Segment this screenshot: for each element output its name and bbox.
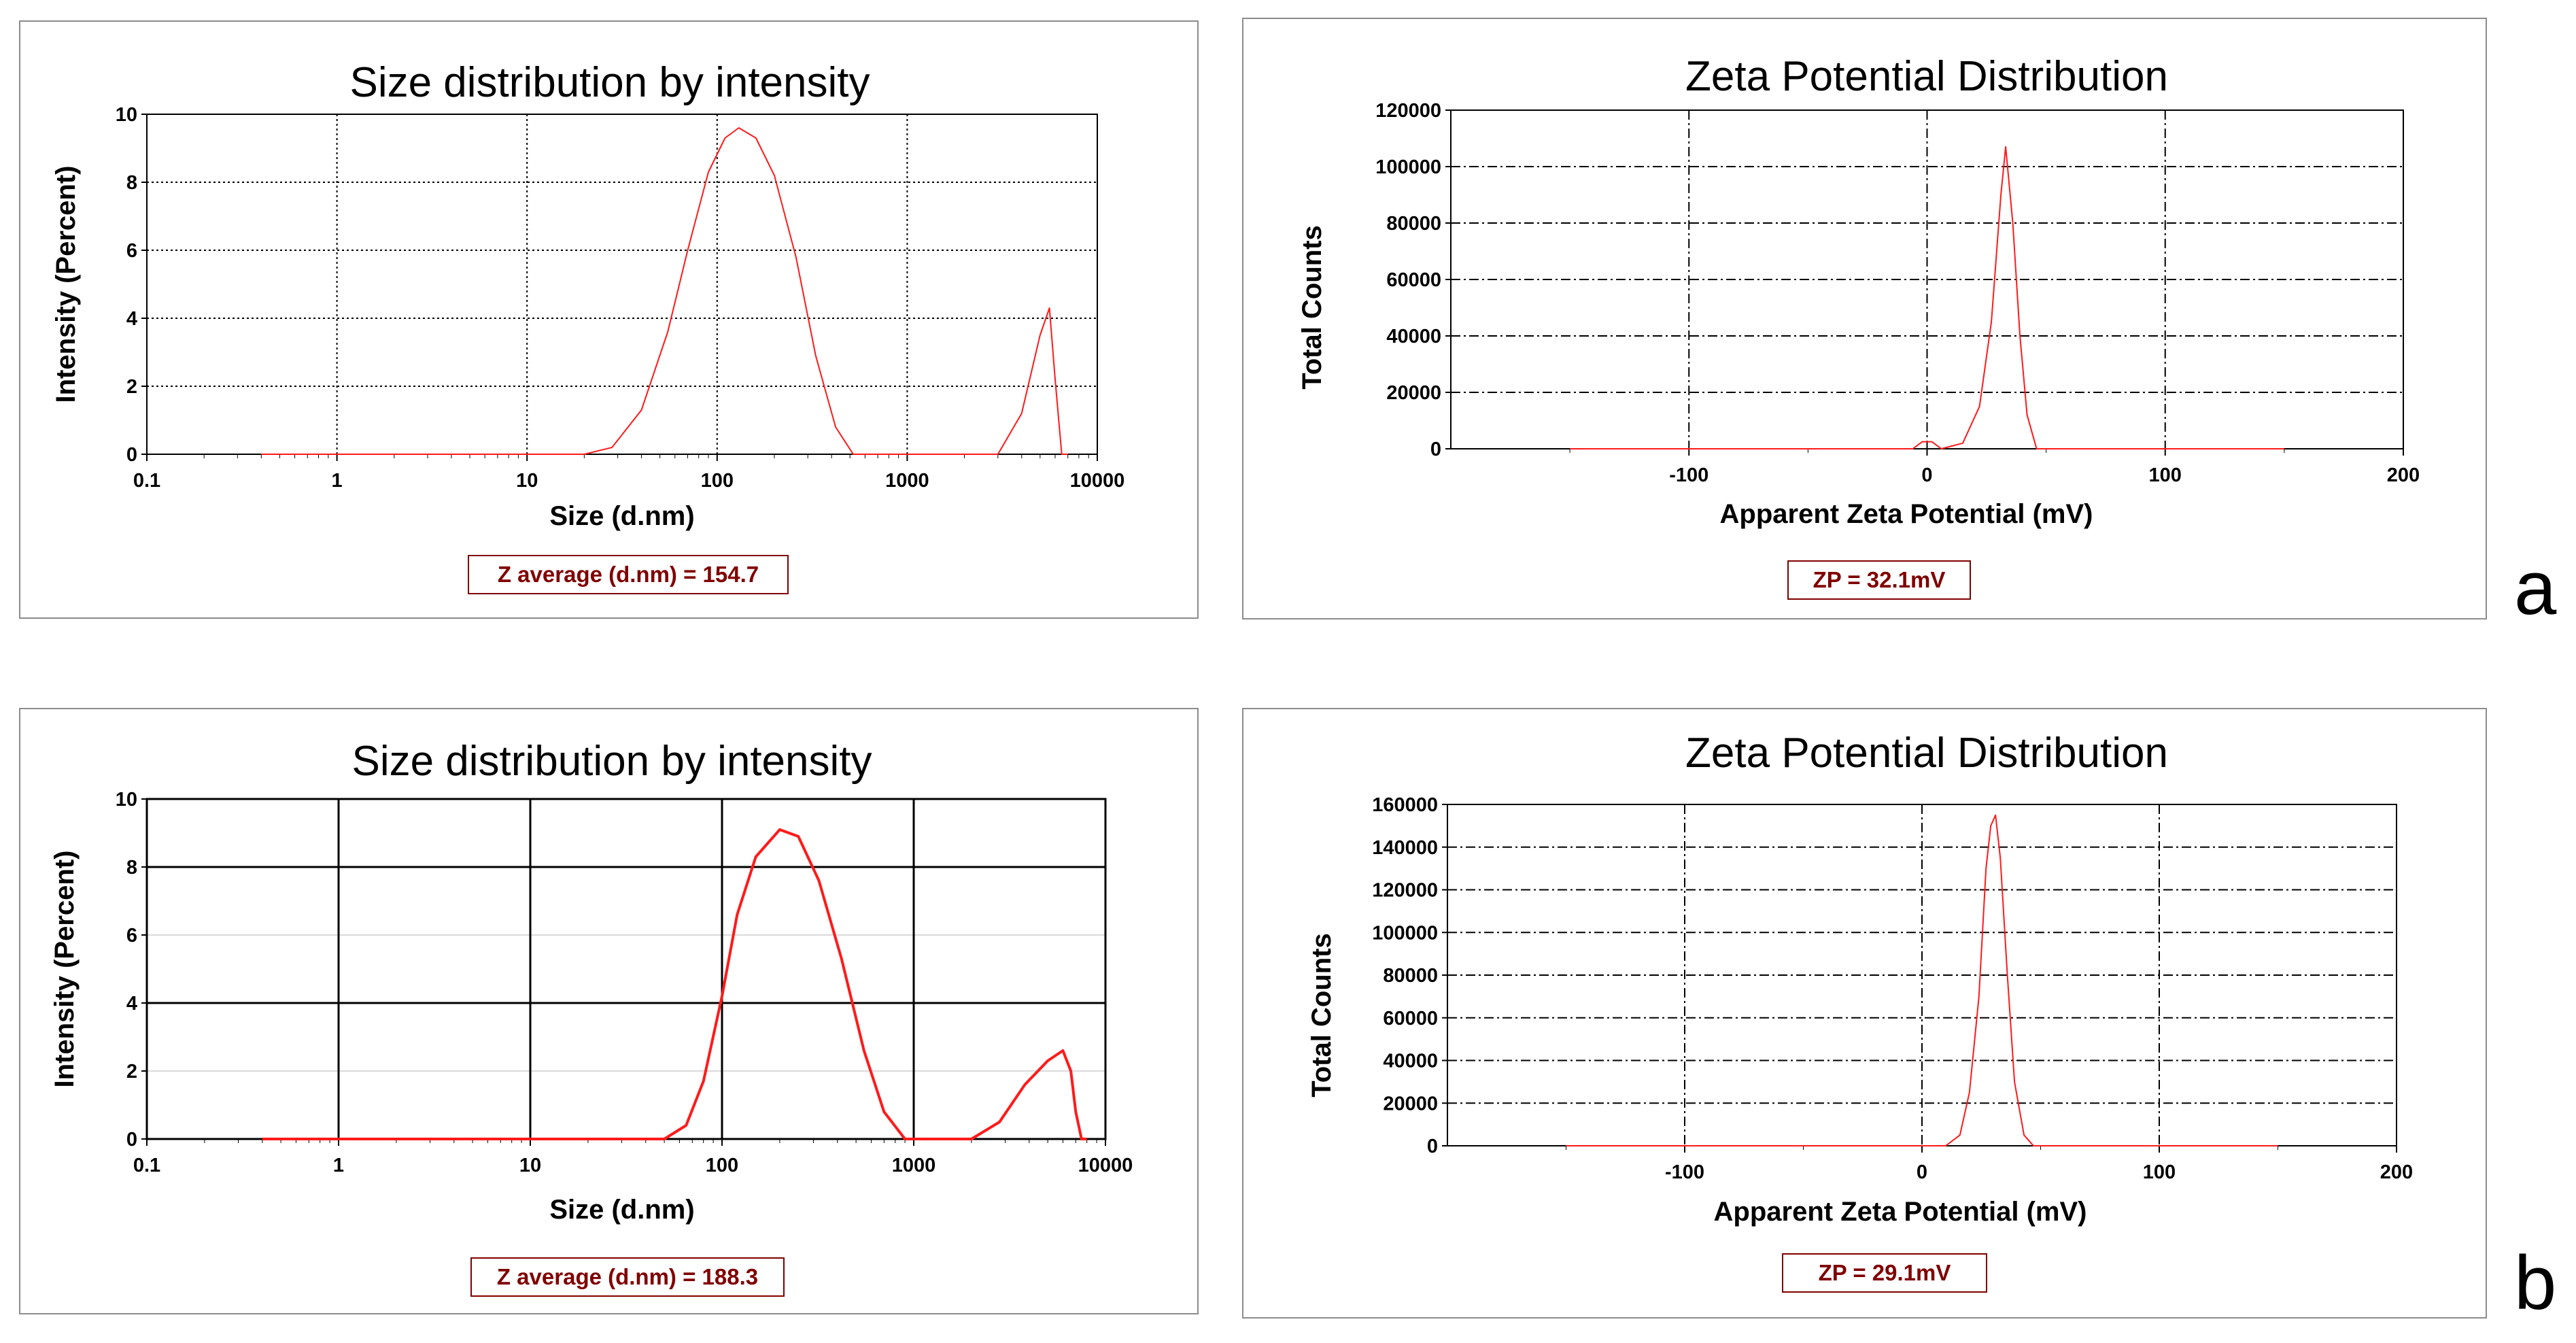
y-tick-label: 0 (126, 444, 137, 466)
x-tick-label: 10000 (1078, 1155, 1133, 1176)
y-axis-label: Intensity (Percent) (51, 166, 81, 403)
data-series-line (262, 828, 1087, 1140)
y-tick-label: 2 (126, 1061, 137, 1083)
y-tick-label: 8 (126, 172, 137, 194)
y-tick-label: 6 (126, 925, 137, 947)
x-axis-label: Apparent Zeta Potential (mV) (1714, 1197, 2087, 1227)
y-tick-label: 100000 (1372, 922, 1438, 944)
x-tick-label: 100 (2143, 1161, 2176, 1183)
x-tick-label: 100 (706, 1155, 738, 1176)
panel-label-b: b (2514, 1240, 2557, 1325)
y-tick-label: 60000 (1386, 269, 1441, 291)
x-tick-label: 1 (333, 1155, 344, 1176)
plot-frame (1450, 109, 2404, 449)
y-tick-label: 160000 (1372, 794, 1438, 816)
z-average-result: Z average (d.nm) = 154.7 (468, 555, 789, 594)
x-tick-label: 10 (516, 470, 538, 492)
x-axis-label: Size (d.nm) (549, 1195, 694, 1225)
x-tick-label: 1 (332, 470, 343, 492)
x-tick-label: -100 (1669, 464, 1708, 486)
x-tick-label: -100 (1665, 1161, 1704, 1183)
size-distribution-panel-a: Size distribution by intensity Size (d.n… (19, 20, 1199, 619)
x-tick-label: 0.1 (133, 470, 160, 492)
y-tick-label: 20000 (1383, 1093, 1438, 1115)
y-tick-label: 0 (1427, 1136, 1438, 1157)
panel-label-a: a (2514, 545, 2557, 630)
chart-title: Size distribution by intensity (351, 738, 872, 785)
x-tick-label: 10000 (1070, 470, 1125, 492)
zeta-chart-b: Zeta Potential Distribution Apparent Zet… (1307, 730, 2413, 1227)
plot-frame (145, 798, 1107, 1140)
y-tick-label: 120000 (1372, 880, 1438, 902)
y-tick-label: 8 (126, 857, 137, 879)
size-chart-a: Size distribution by intensity Size (d.n… (51, 59, 1125, 531)
x-tick-label: 0 (1917, 1161, 1927, 1183)
y-tick-label: 6 (126, 240, 137, 262)
zeta-potential-result: ZP = 32.1mV (1787, 560, 1971, 600)
data-series-line (261, 127, 1068, 455)
zeta-potential-panel-a: Zeta Potential Distribution Apparent Zet… (1242, 18, 2487, 619)
x-tick-label: 200 (2380, 1161, 2413, 1183)
x-axis-label: Apparent Zeta Potential (mV) (1720, 499, 2093, 529)
y-tick-label: 140000 (1372, 837, 1438, 859)
plot-frame (146, 114, 1098, 455)
x-tick-label: 0.1 (133, 1155, 160, 1176)
size-chart-b: Size distribution by intensity Size (d.n… (50, 738, 1133, 1225)
x-tick-label: 0 (1921, 464, 1932, 486)
y-tick-label: 10 (116, 104, 137, 126)
z-average-result: Z average (d.nm) = 188.3 (470, 1257, 785, 1297)
y-tick-label: 40000 (1383, 1051, 1438, 1072)
y-tick-label: 60000 (1383, 1008, 1438, 1030)
x-tick-label: 10 (519, 1155, 541, 1176)
y-tick-label: 0 (1430, 439, 1441, 460)
y-tick-label: 4 (126, 993, 137, 1015)
chart-title: Size distribution by intensity (349, 59, 870, 106)
x-tick-label: 200 (2387, 464, 2420, 486)
data-series-line (1570, 146, 2284, 449)
y-axis-label: Total Counts (1297, 225, 1327, 389)
y-tick-label: 4 (126, 308, 137, 330)
y-tick-label: 20000 (1386, 382, 1441, 404)
x-axis-label: Size (d.nm) (549, 501, 694, 531)
y-tick-label: 2 (126, 376, 137, 398)
chart-title: Zeta Potential Distribution (1685, 730, 2168, 777)
y-tick-label: 100000 (1375, 156, 1441, 178)
x-tick-label: 1000 (892, 1155, 936, 1176)
y-tick-label: 40000 (1386, 326, 1441, 347)
y-tick-label: 80000 (1383, 965, 1438, 987)
zeta-potential-panel-b: Zeta Potential Distribution Apparent Zet… (1242, 708, 2487, 1319)
y-tick-label: 120000 (1375, 100, 1441, 122)
x-tick-label: 100 (2149, 464, 2182, 486)
size-distribution-panel-b: Size distribution by intensity Size (d.n… (19, 708, 1199, 1314)
x-tick-label: 100 (701, 470, 734, 492)
chart-title: Zeta Potential Distribution (1685, 53, 2168, 100)
y-axis-label: Intensity (Percent) (50, 851, 80, 1088)
y-tick-label: 10 (116, 789, 137, 811)
zeta-chart-a: Zeta Potential Distribution Apparent Zet… (1297, 53, 2420, 529)
y-axis-label: Total Counts (1307, 933, 1337, 1097)
zeta-potential-result: ZP = 29.1mV (1782, 1253, 1987, 1293)
y-tick-label: 0 (126, 1129, 137, 1151)
y-tick-label: 80000 (1386, 213, 1441, 235)
x-tick-label: 1000 (885, 470, 929, 492)
data-series-line (1566, 814, 2278, 1146)
